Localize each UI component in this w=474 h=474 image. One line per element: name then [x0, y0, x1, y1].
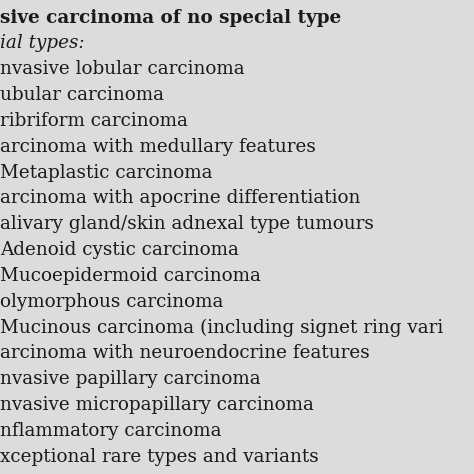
Text: nvasive lobular carcinoma: nvasive lobular carcinoma [0, 60, 245, 78]
Text: ial types:: ial types: [0, 35, 85, 52]
Text: ribriform carcinoma: ribriform carcinoma [0, 112, 188, 130]
Text: Mucinous carcinoma (including signet ring vari: Mucinous carcinoma (including signet rin… [0, 319, 443, 337]
Text: Metaplastic carcinoma: Metaplastic carcinoma [0, 164, 212, 182]
Text: nflammatory carcinoma: nflammatory carcinoma [0, 422, 221, 440]
Text: alivary gland/skin adnexal type tumours: alivary gland/skin adnexal type tumours [0, 215, 374, 233]
Text: arcinoma with apocrine differentiation: arcinoma with apocrine differentiation [0, 190, 360, 207]
Text: olymorphous carcinoma: olymorphous carcinoma [0, 293, 223, 310]
Text: nvasive micropapillary carcinoma: nvasive micropapillary carcinoma [0, 396, 314, 414]
Text: arcinoma with medullary features: arcinoma with medullary features [0, 138, 316, 155]
Text: Mucoepidermoid carcinoma: Mucoepidermoid carcinoma [0, 267, 261, 285]
Text: xceptional rare types and variants: xceptional rare types and variants [0, 447, 319, 465]
Text: sive carcinoma of no special type: sive carcinoma of no special type [0, 9, 341, 27]
Text: ubular carcinoma: ubular carcinoma [0, 86, 164, 104]
Text: nvasive papillary carcinoma: nvasive papillary carcinoma [0, 370, 261, 388]
Text: Adenoid cystic carcinoma: Adenoid cystic carcinoma [0, 241, 239, 259]
Text: arcinoma with neuroendocrine features: arcinoma with neuroendocrine features [0, 344, 370, 362]
